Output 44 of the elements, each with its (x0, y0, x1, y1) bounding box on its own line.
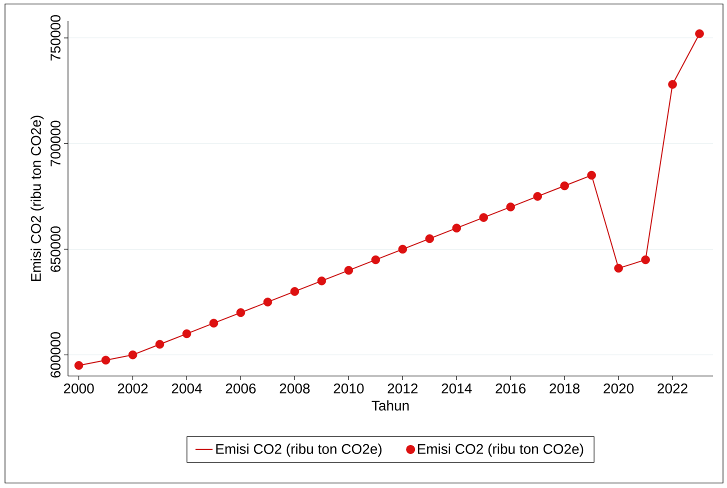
x-tick-label: 2000 (64, 384, 94, 394)
point (641, 255, 650, 264)
x-tick-label: 2020 (604, 384, 634, 394)
point (236, 308, 246, 318)
point (398, 244, 408, 254)
x-tick-label: 2010 (334, 384, 364, 394)
y-tick-label: 700000 (50, 120, 60, 166)
x-tick-label: 2008 (280, 384, 310, 394)
y-tick-label: 600000 (50, 332, 60, 378)
x-tick-label: 2022 (658, 384, 688, 394)
point (263, 298, 272, 306)
x-tick-label: 2012 (388, 384, 418, 394)
point (506, 202, 516, 212)
point (209, 318, 218, 328)
point (614, 264, 623, 273)
x-tick-label: 2018 (550, 384, 580, 394)
point (452, 224, 462, 232)
x-tick-label: 2002 (118, 384, 148, 394)
point (587, 170, 596, 180)
point (668, 80, 677, 89)
point (344, 266, 354, 275)
legend-label: Emisi CO2 (ribu ton CO2e) (418, 444, 584, 457)
point (101, 356, 110, 365)
point (317, 276, 326, 286)
point (182, 329, 192, 338)
point (74, 361, 84, 370)
x-tick-label: 2016 (496, 384, 526, 394)
x-tick-label: 2014 (442, 384, 472, 394)
point (479, 213, 488, 222)
point (425, 234, 434, 244)
point (290, 287, 300, 296)
point (695, 29, 704, 38)
legend-label: Emisi CO2 (ribu ton CO2e) (216, 444, 382, 457)
point (533, 192, 542, 201)
y-axis-title: Emisi CO2 (ribu ton CO2e) (30, 116, 44, 281)
point (371, 255, 380, 264)
x-tick-label: 2006 (226, 384, 256, 394)
x-axis-title: Tahun (372, 400, 409, 411)
point (560, 181, 569, 190)
point (155, 340, 164, 349)
point (128, 350, 138, 360)
y-tick-label: 650000 (50, 226, 60, 272)
y-tick-label: 750000 (50, 15, 60, 61)
x-tick-label: 2004 (172, 384, 202, 394)
